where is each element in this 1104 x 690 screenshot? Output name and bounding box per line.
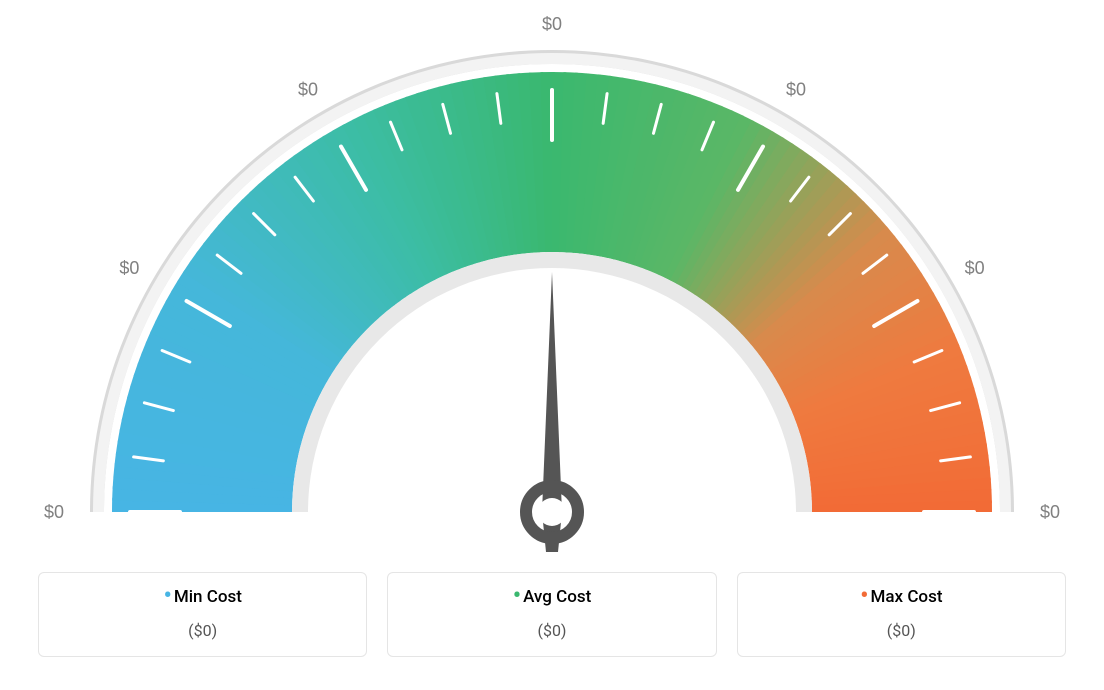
legend-label-max: Max Cost	[871, 587, 943, 607]
svg-text:$0: $0	[44, 502, 64, 522]
legend-title-avg: • Avg Cost	[513, 587, 592, 607]
legend-card-min: • Min Cost ($0)	[38, 572, 367, 657]
legend-card-avg: • Avg Cost ($0)	[387, 572, 716, 657]
legend-value-max: ($0)	[748, 621, 1055, 640]
svg-text:$0: $0	[786, 79, 806, 99]
legend-label-avg: Avg Cost	[523, 587, 591, 607]
legend-title-min: • Min Cost	[163, 587, 241, 607]
svg-text:$0: $0	[298, 79, 318, 99]
gauge-cost-chart: $0 $0 $0 $0 $0 $0 $0 • Min Cost ($0) • Avg Cos…	[0, 0, 1104, 690]
legend-row: • Min Cost ($0) • Avg Cost ($0) • Max Co…	[38, 572, 1066, 657]
legend-value-min: ($0)	[49, 621, 356, 640]
gauge-area: $0 $0 $0 $0 $0 $0 $0	[0, 0, 1104, 560]
svg-text:$0: $0	[542, 14, 562, 34]
svg-text:$0: $0	[1040, 502, 1060, 522]
legend-label-min: Min Cost	[174, 587, 242, 607]
legend-value-avg: ($0)	[398, 621, 705, 640]
legend-card-max: • Max Cost ($0)	[737, 572, 1066, 657]
svg-text:$0: $0	[965, 258, 985, 278]
svg-text:$0: $0	[119, 258, 139, 278]
gauge-svg: $0 $0 $0 $0 $0 $0 $0	[0, 0, 1104, 560]
legend-title-max: • Max Cost	[860, 587, 942, 607]
